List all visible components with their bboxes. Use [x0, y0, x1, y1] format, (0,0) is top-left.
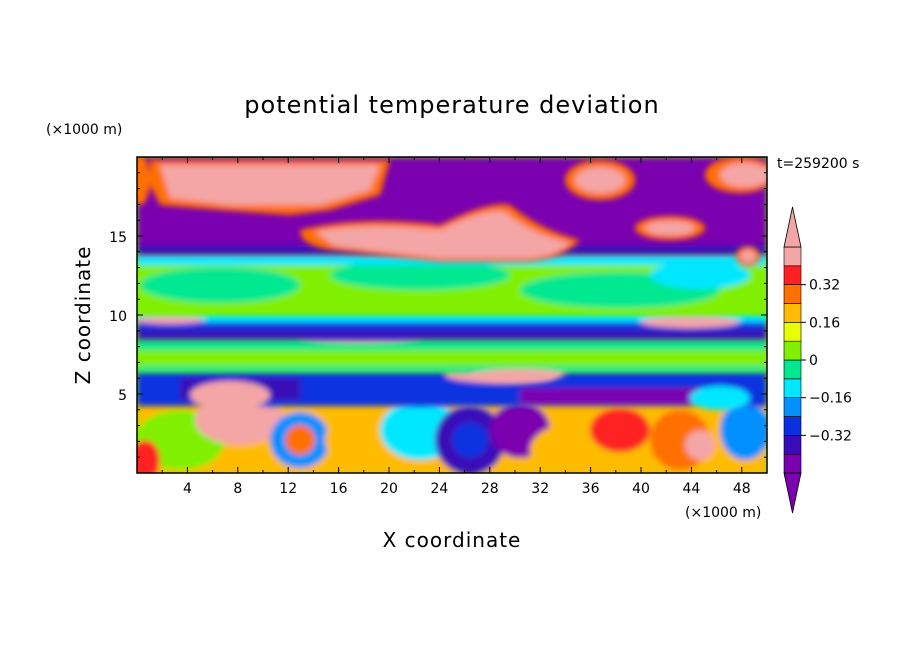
colorbar-max-arrow: [783, 206, 802, 248]
upper-warm-anomalies: [137, 157, 767, 266]
colorbar-segment: [783, 416, 802, 436]
y-axis-label: Z coordinate: [71, 246, 95, 385]
x-axis-ticks: 4 8 12 16 20 24 28 32 36 40 44 48: [161, 157, 751, 497]
x-tick-label: 28: [481, 481, 499, 497]
colorbar-segment: [783, 359, 802, 380]
x-unit-label: (×1000 m): [685, 505, 761, 521]
colorbar-min-arrow: [783, 472, 802, 514]
x-axis-label: X coordinate: [383, 528, 522, 552]
x-tick-label: 44: [682, 481, 700, 497]
colorbar-segment: [783, 265, 802, 285]
x-tick-label: 36: [582, 481, 600, 497]
colorbar-label: 0.16: [809, 315, 840, 331]
colorbar-label: −0.32: [809, 428, 852, 444]
colorbar-segment: [783, 303, 802, 323]
y-tick-label: 15: [109, 230, 127, 246]
colorbar-segment: [783, 435, 802, 455]
chart-title: potential temperature deviation: [244, 91, 659, 119]
x-tick-label: 32: [531, 481, 549, 497]
colorbar-segment: [783, 453, 802, 474]
colorbar-label: 0: [809, 353, 818, 369]
colorbar: −0.32 −0.16 0 0.16 0.32: [783, 206, 852, 514]
colorbar-label: 0.32: [809, 278, 840, 294]
x-tick-label: 8: [233, 481, 242, 497]
lower-layer: [137, 395, 767, 473]
x-tick-label: 48: [733, 481, 751, 497]
y-tick-label: 10: [109, 309, 127, 325]
colorbar-label: −0.16: [809, 391, 852, 407]
colorbar-segment: [783, 246, 802, 267]
x-tick-label: 24: [430, 481, 448, 497]
middle-cold-strip: [137, 314, 767, 340]
y-axis-ticks: 5 10 15: [109, 172, 767, 458]
colorbar-segment: [783, 322, 802, 342]
colorbar-segment: [783, 378, 802, 398]
x-tick-label: 12: [279, 481, 297, 497]
colorbar-segment: [783, 284, 802, 304]
x-tick-label: 16: [330, 481, 348, 497]
x-tick-label: 40: [632, 481, 650, 497]
x-tick-label: 20: [380, 481, 398, 497]
y-tick-label: 5: [118, 388, 127, 404]
x-tick-label: 4: [183, 481, 192, 497]
colorbar-segment: [783, 340, 802, 361]
time-label: t=259200 s: [777, 156, 859, 172]
lower-cold-band: [137, 367, 767, 410]
contour-field: [137, 157, 767, 473]
colorbar-segment: [783, 397, 802, 417]
y-unit-label: (×1000 m): [46, 122, 122, 138]
